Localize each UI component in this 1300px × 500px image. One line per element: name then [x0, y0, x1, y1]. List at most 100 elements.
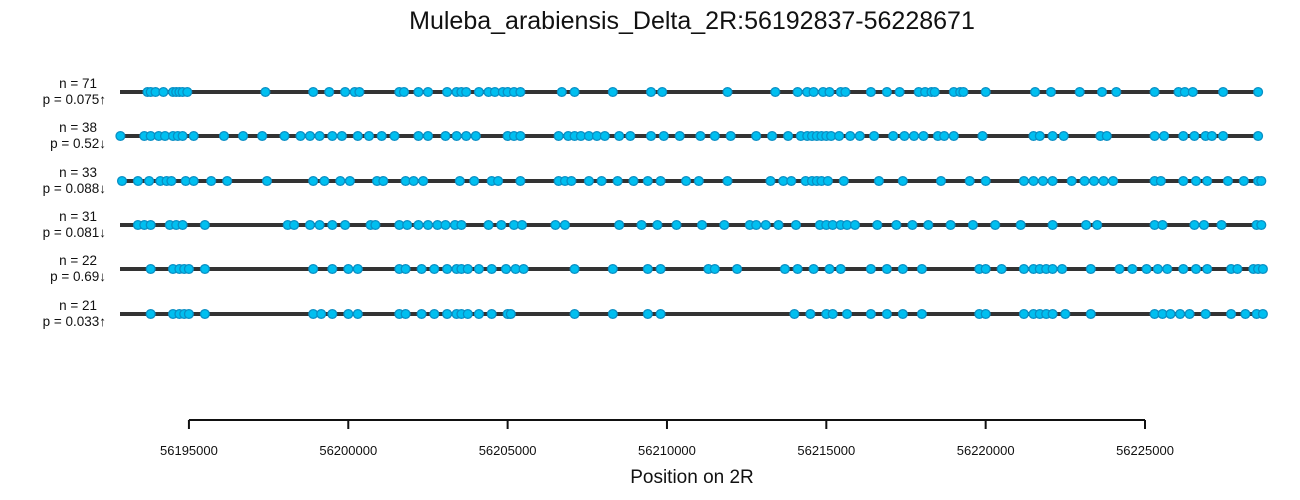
snp-point [967, 219, 978, 231]
snp-point [1189, 130, 1200, 142]
snp-point [462, 308, 473, 320]
snp-point [289, 219, 300, 231]
snp-point [343, 263, 354, 275]
snp-point [808, 263, 819, 275]
snp-point [958, 86, 969, 98]
snp-point [340, 86, 351, 98]
snp-point [722, 86, 733, 98]
snp-point [308, 263, 319, 275]
track-p-label: p = 0.69↓ [50, 269, 106, 284]
x-tick-label: 56225000 [1116, 443, 1174, 458]
snp-point [418, 175, 429, 187]
track-n-label: n = 71 [59, 76, 97, 91]
snp-point [473, 263, 484, 275]
snp-point [869, 130, 880, 142]
snp-point [422, 219, 434, 231]
snp-point [354, 86, 365, 98]
snp-point [760, 219, 771, 231]
snp-point [835, 263, 846, 275]
snp-point [1257, 308, 1268, 320]
snp-point [496, 219, 507, 231]
snp-point [642, 308, 653, 320]
snp-point [389, 130, 400, 142]
snp-point [935, 175, 947, 187]
snp-point [977, 130, 988, 142]
snp-point [1057, 263, 1068, 275]
snp-point [304, 219, 316, 231]
snp-point [183, 263, 194, 275]
snp-point [751, 219, 762, 231]
snp-point [1079, 175, 1090, 187]
snp-point [1206, 130, 1217, 142]
snp-point [416, 263, 427, 275]
snp-point [827, 308, 838, 320]
snp-point [1028, 175, 1039, 187]
snp-point [183, 308, 194, 320]
snp-point [261, 175, 273, 187]
snp-point [440, 219, 451, 231]
snp-point [645, 86, 657, 98]
snp-point [945, 219, 956, 231]
x-tick-label: 56205000 [479, 443, 537, 458]
snp-point [1018, 263, 1029, 275]
snp-point [559, 219, 571, 231]
snp-point [413, 219, 424, 231]
track-row: n = 33p = 0.088↓ [43, 165, 1267, 196]
snp-point [1015, 219, 1026, 231]
snp-point [1047, 175, 1058, 187]
snp-point [1047, 263, 1058, 275]
snp-point [1149, 86, 1160, 98]
track-p-label: p = 0.088↓ [43, 181, 106, 196]
snp-point [206, 175, 217, 187]
snp-point [1159, 130, 1170, 142]
snp-point [722, 175, 733, 187]
track-p-label: p = 0.033↑ [43, 314, 106, 329]
snp-point [693, 175, 704, 187]
snp-point [808, 86, 819, 98]
snp-point [789, 308, 800, 320]
chart-title: Muleba_arabiensis_Delta_2R:56192837-5622… [409, 7, 975, 35]
snp-point [894, 86, 905, 98]
snp-point [980, 308, 991, 320]
snp-point [413, 130, 424, 142]
snp-point [486, 308, 497, 320]
snp-point [1253, 130, 1264, 142]
snp-point [583, 175, 594, 187]
snp-point [719, 219, 730, 231]
snp-point [599, 130, 610, 142]
snp-point [1189, 219, 1200, 231]
snp-point [996, 263, 1007, 275]
snp-point [834, 130, 845, 142]
snp-point [182, 86, 193, 98]
snp-point [344, 175, 355, 187]
snp-point [469, 175, 480, 187]
snp-point [327, 308, 338, 320]
snp-point [1157, 219, 1168, 231]
x-axis-title: Position on 2R [630, 467, 754, 488]
snp-point [462, 263, 473, 275]
snp-point [1092, 219, 1103, 231]
snp-point [607, 86, 618, 98]
snp-point [461, 86, 472, 98]
snp-point [222, 175, 233, 187]
snp-point [751, 130, 762, 142]
snp-point [1256, 219, 1267, 231]
track-p-label: p = 0.075↑ [43, 92, 106, 107]
snp-point [1253, 86, 1264, 98]
snp-point [964, 175, 975, 187]
snp-point [1178, 263, 1189, 275]
snp-point [658, 130, 669, 142]
snp-point [725, 130, 736, 142]
snp-point [1184, 308, 1195, 320]
snp-point [1238, 175, 1249, 187]
snp-point [515, 175, 526, 187]
snp-point [695, 130, 706, 142]
snp-point [939, 130, 950, 142]
snp-point [1149, 130, 1160, 142]
snp-point [792, 263, 803, 275]
snp-point [1200, 308, 1211, 320]
snp-point [314, 219, 325, 231]
snp-point [486, 263, 497, 275]
snp-point [1098, 175, 1109, 187]
snp-point [1152, 263, 1163, 275]
